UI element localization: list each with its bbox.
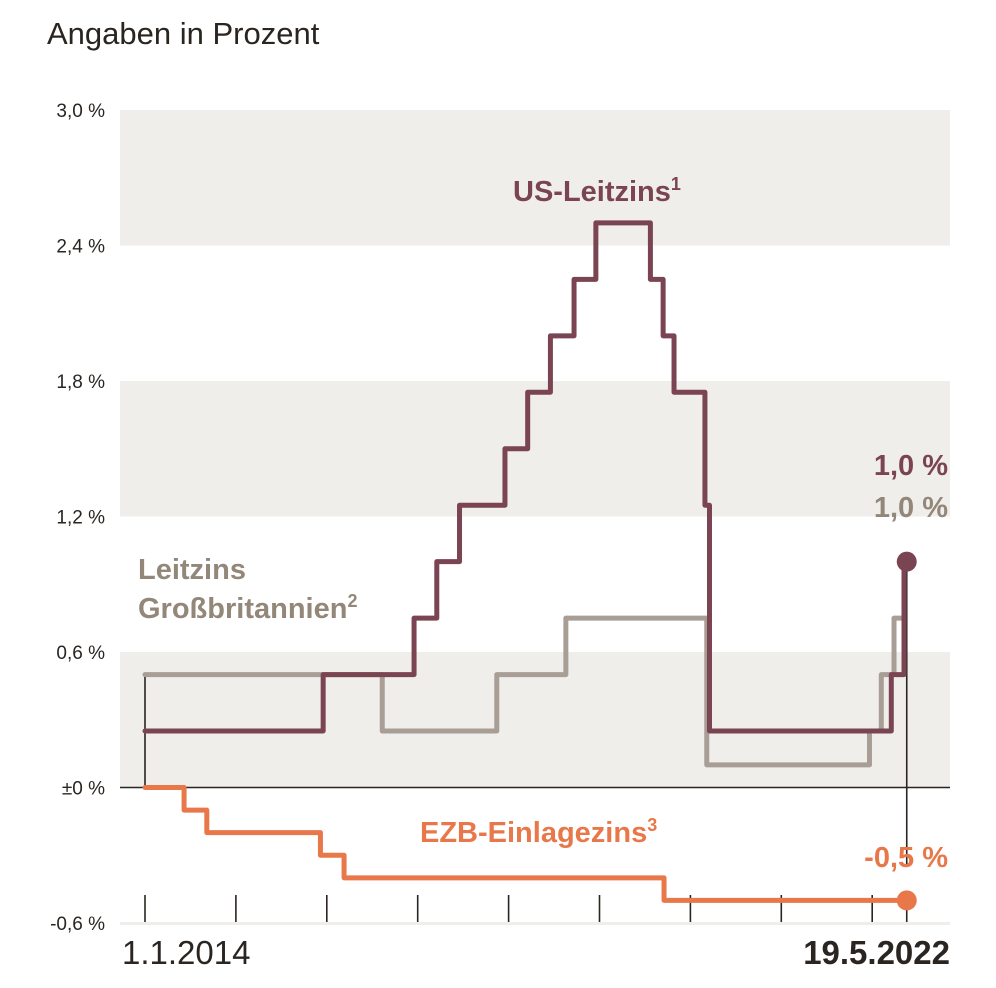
x-end-label: 19.5.2022 xyxy=(803,934,950,971)
background-bands xyxy=(120,110,950,925)
y-tick-label: -0,6 % xyxy=(50,914,105,935)
uk-end-value-label: 1,0 % xyxy=(874,492,948,524)
grid-band xyxy=(120,110,950,246)
series-endpoints xyxy=(896,551,917,911)
y-tick-label: 2,4 % xyxy=(56,237,105,258)
y-tick-label: 1,2 % xyxy=(56,508,105,529)
bottom-axis-band xyxy=(120,922,950,925)
y-tick-label: 1,8 % xyxy=(56,372,105,393)
grid-band xyxy=(120,381,950,517)
y-axis-ticks: 3,0 % 2,4 % 1,8 % 1,2 % 0,6 % ±0 % -0,6 % xyxy=(50,101,105,935)
uk-leitzins-line xyxy=(142,559,907,768)
ezb-series-label: EZB-Einlagezins3 xyxy=(420,815,657,849)
us-leitzins-line xyxy=(142,220,910,734)
us-end-value-label: 1,0 % xyxy=(874,450,948,482)
y-tick-label: ±0 % xyxy=(62,779,105,800)
y-tick-label: 0,6 % xyxy=(56,643,105,664)
uk-series-label-line1: Leitzins xyxy=(138,554,246,586)
ezb-end-point xyxy=(896,890,917,911)
uk-series-label-line2: Großbritannien2 xyxy=(138,591,357,625)
chart-subtitle: Angaben in Prozent xyxy=(47,16,320,51)
y-tick-label: 3,0 % xyxy=(56,101,105,122)
series-lines xyxy=(142,220,910,903)
us-series-label: US-Leitzins1 xyxy=(513,174,681,208)
ezb-einlagezins-line xyxy=(142,785,910,903)
us-end-point xyxy=(896,551,917,572)
x-start-label: 1.1.2014 xyxy=(122,934,250,971)
ezb-end-value-label: -0,5 % xyxy=(864,842,948,874)
